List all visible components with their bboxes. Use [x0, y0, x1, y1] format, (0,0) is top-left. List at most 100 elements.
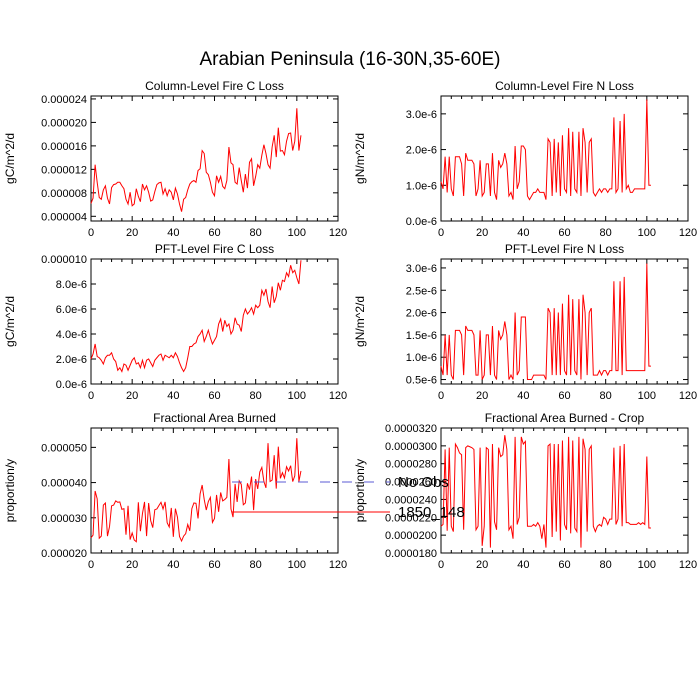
x-tick-label: 120	[679, 390, 697, 402]
x-tick-label: 0	[438, 390, 444, 402]
x-tick-label: 40	[517, 227, 529, 239]
panel-title: Fractional Area Burned	[153, 411, 276, 425]
y-tick-label: 0.0e-6	[406, 216, 437, 228]
x-tick-label: 0	[438, 227, 444, 239]
y-axis-label: gC/m^2/d	[3, 296, 17, 347]
x-tick-label: 60	[558, 559, 570, 571]
x-tick-label: 40	[167, 390, 179, 402]
x-tick-label: 80	[250, 227, 262, 239]
x-tick-label: 100	[638, 559, 656, 571]
series-line	[440, 99, 651, 201]
y-tick-label: 0.000020	[41, 117, 87, 129]
y-tick-label: 0.000040	[41, 478, 87, 490]
x-tick-label: 40	[517, 390, 529, 402]
x-tick-label: 80	[600, 390, 612, 402]
y-tick-label: 1.5e-6	[406, 330, 437, 342]
y-tick-label: 4.0e-6	[56, 329, 87, 341]
y-tick-label: 0.0000300	[385, 441, 437, 453]
y-tick-label: 0.000012	[41, 164, 87, 176]
x-tick-label: 40	[167, 227, 179, 239]
x-tick-label: 60	[208, 559, 220, 571]
y-axis-label: proportion/y	[3, 459, 17, 522]
y-tick-label: 0.000030	[41, 513, 87, 525]
series-line	[90, 438, 302, 543]
y-tick-label: 1.0e-6	[406, 180, 437, 192]
x-tick-label: 20	[126, 227, 138, 239]
x-tick-label: 20	[126, 559, 138, 571]
x-tick-label: 80	[600, 559, 612, 571]
x-tick-label: 0	[88, 559, 94, 571]
x-tick-label: 120	[679, 559, 697, 571]
figure-title: Arabian Peninsula (16-30N,35-60E)	[199, 49, 500, 70]
y-axis-label: gN/m^2/d	[353, 296, 367, 347]
x-tick-label: 0	[88, 227, 94, 239]
panel-title: Fractional Area Burned - Crop	[485, 411, 645, 425]
y-tick-label: 0.000050	[41, 442, 87, 454]
y-axis-label: gN/m^2/d	[353, 133, 367, 184]
x-tick-label: 100	[288, 390, 306, 402]
y-tick-label: 0.0000220	[385, 512, 437, 524]
y-tick-label: 2.0e-6	[56, 354, 87, 366]
panel-title: Column-Level Fire N Loss	[495, 79, 634, 93]
series-line	[90, 260, 302, 373]
y-tick-label: 2.0e-6	[406, 145, 437, 157]
chart-panel-6: Fractional Area Burned - Crop proportion/…	[353, 411, 697, 571]
x-tick-label: 100	[638, 390, 656, 402]
x-tick-label: 60	[558, 227, 570, 239]
y-tick-label: 0.000004	[41, 211, 87, 223]
x-tick-label: 60	[558, 390, 570, 402]
y-tick-label: 0.000020	[41, 548, 87, 560]
y-tick-label: 2.0e-6	[406, 308, 437, 320]
x-tick-label: 120	[329, 559, 347, 571]
x-tick-label: 20	[476, 390, 488, 402]
x-tick-label: 120	[329, 390, 347, 402]
y-tick-label: 0.000010	[41, 254, 87, 266]
legend-label: No Obs	[398, 474, 449, 491]
x-tick-label: 60	[208, 227, 220, 239]
chart-panel-5: Fractional Area Burned proportion/y 0 20 40 6…	[3, 411, 347, 571]
x-tick-label: 20	[476, 227, 488, 239]
y-tick-label: 3.0e-6	[406, 109, 437, 121]
y-tick-label: 8.0e-6	[56, 279, 87, 291]
x-tick-label: 0	[88, 390, 94, 402]
x-tick-label: 0	[438, 559, 444, 571]
y-tick-label: 0.0000320	[385, 423, 437, 435]
y-tick-label: 2.5e-6	[406, 285, 437, 297]
y-tick-label: 0.000016	[41, 141, 87, 153]
chart-panel-4: PFT-Level Fire N Loss gN/m^2/d 0 20 40 60 80 10…	[353, 242, 697, 402]
y-tick-label: 0.0e-6	[56, 379, 87, 391]
x-tick-label: 80	[600, 227, 612, 239]
plot-frame	[90, 258, 339, 385]
x-tick-label: 20	[476, 559, 488, 571]
panels: Column-Level Fire C Loss gC/m^2/d 0 20 40 60 8…	[3, 79, 697, 571]
x-tick-label: 120	[329, 227, 347, 239]
y-tick-label: 6.0e-6	[56, 304, 87, 316]
plot-frame	[440, 95, 689, 222]
y-tick-label: 1.0e-6	[406, 352, 437, 364]
y-tick-label: 0.000008	[41, 188, 87, 200]
x-tick-label: 100	[638, 227, 656, 239]
panel-title: PFT-Level Fire N Loss	[505, 242, 624, 256]
legend-item: 1850_148	[232, 504, 465, 521]
plot-frame	[90, 427, 339, 554]
y-tick-label: 0.5e-6	[406, 375, 437, 387]
x-tick-label: 100	[288, 559, 306, 571]
y-tick-label: 0.0000240	[385, 494, 437, 506]
y-tick-label: 0.0000260	[385, 477, 437, 489]
y-axis-label: gC/m^2/d	[3, 133, 17, 184]
chart-panel-1: Column-Level Fire C Loss gC/m^2/d 0 20 40 60 8…	[3, 79, 347, 239]
y-tick-label: 0.000024	[41, 94, 87, 106]
chart-panel-3: PFT-Level Fire C Loss gC/m^2/d 0 20 40 60 80 10…	[3, 242, 347, 402]
y-axis-label: proportion/y	[353, 459, 367, 522]
x-tick-label: 80	[250, 390, 262, 402]
series-line	[440, 435, 651, 548]
x-tick-label: 20	[126, 390, 138, 402]
legend-item: No Obs	[232, 474, 449, 491]
y-tick-label: 3.0e-6	[406, 263, 437, 275]
panel-title: PFT-Level Fire C Loss	[155, 242, 274, 256]
x-tick-label: 40	[167, 559, 179, 571]
y-tick-label: 0.0000280	[385, 459, 437, 471]
x-tick-label: 80	[250, 559, 262, 571]
x-tick-label: 60	[208, 390, 220, 402]
